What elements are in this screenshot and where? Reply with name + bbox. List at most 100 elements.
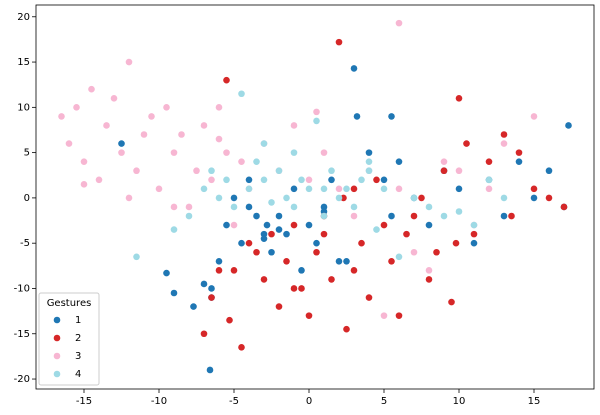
point [283,258,290,265]
point [380,221,388,229]
y-tick-label: 0 [24,193,30,204]
point [268,230,275,238]
point [500,212,508,220]
point [350,203,358,211]
point [560,203,568,211]
point [433,248,440,256]
point [275,212,283,220]
legend-label: 2 [75,333,81,344]
point [290,285,298,292]
y-tick-label: -10 [14,283,30,294]
point [388,212,395,220]
point [350,212,358,220]
point [328,276,335,283]
point [268,199,275,206]
point [290,149,298,156]
point [200,185,208,193]
x-tick-label: 10 [453,396,466,407]
point [208,294,215,301]
point [365,158,373,165]
point [263,221,271,229]
point [350,65,358,72]
point [260,235,268,242]
point [275,167,283,175]
point [515,149,523,156]
point [290,185,298,193]
point [463,140,470,147]
legend-label: 1 [75,315,81,326]
point [320,203,328,211]
x-tick-label: 15 [528,396,541,407]
point [290,221,298,229]
point [298,285,305,292]
point [230,267,238,274]
point [448,298,455,306]
point [223,176,230,184]
point [470,221,478,229]
point [485,158,493,165]
legend-marker [53,334,61,342]
point [425,221,433,229]
point [335,185,343,193]
point [148,113,155,120]
point [118,140,125,147]
point [190,303,197,310]
point [260,176,268,184]
point [125,194,133,202]
point [238,239,245,247]
point [455,185,463,193]
point [335,38,343,46]
point [358,239,365,247]
point [178,131,185,138]
point [455,167,463,175]
point [290,203,298,211]
point [58,113,65,120]
point [343,258,350,265]
point [353,113,361,120]
point [320,149,328,156]
point [245,239,253,247]
point [313,108,320,116]
legend-label: 4 [75,369,81,380]
point [238,158,245,165]
point [260,230,268,238]
point [208,167,215,175]
y-tick-label: -15 [14,329,30,340]
point [313,248,320,256]
point [253,158,260,165]
plot-area [35,4,595,390]
point [305,176,313,184]
point [110,94,118,102]
point [320,208,328,215]
point [343,325,350,333]
point [470,239,478,247]
point [80,158,88,165]
point [388,258,395,265]
point [283,194,290,202]
point [95,176,103,184]
point [215,104,223,111]
point [88,85,95,93]
point [320,230,328,238]
point [133,167,140,175]
legend-title: Gestures [47,298,92,309]
point [320,185,328,193]
point [565,122,572,129]
point [65,140,73,147]
point [358,176,365,184]
point [395,185,403,193]
point [530,194,538,202]
point [245,185,253,193]
point [485,176,493,184]
point [118,149,125,156]
point [500,194,508,202]
point [418,194,425,202]
point [170,289,178,297]
point [388,113,395,120]
point [485,185,493,193]
point [275,226,283,233]
point [328,176,335,184]
point [305,221,313,229]
point [440,212,448,220]
y-tick-label: 15 [17,57,30,68]
